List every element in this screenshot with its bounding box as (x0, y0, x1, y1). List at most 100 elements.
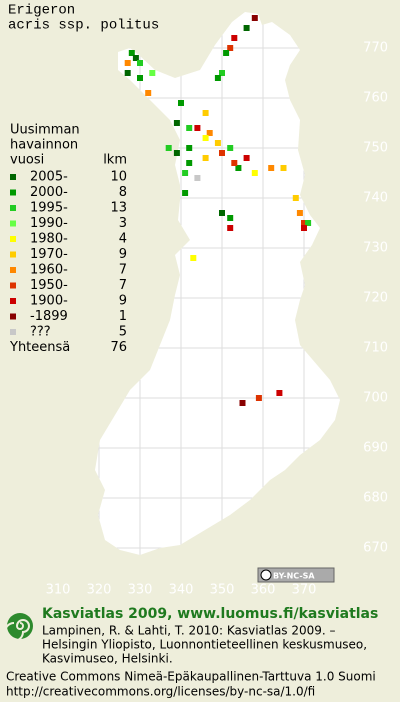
observation-square (178, 100, 184, 106)
legend-count: 5 (119, 325, 127, 340)
observation-square (173, 150, 180, 156)
y-label: 770 (363, 41, 388, 56)
y-label: 730 (363, 241, 388, 256)
observation-square (227, 45, 234, 51)
legend-swatch (10, 236, 16, 242)
observation-square (219, 150, 225, 156)
observation-square (301, 225, 307, 231)
legend-count: 10 (110, 170, 127, 185)
observation-square (251, 170, 258, 176)
total-label: Yhteensä (9, 340, 70, 355)
legend-count: 9 (119, 247, 127, 262)
observation-square (292, 195, 299, 201)
observation-square (235, 165, 242, 171)
y-label: 720 (363, 291, 388, 306)
observation-square (251, 15, 258, 21)
legend-heading: Uusimman (10, 123, 80, 138)
observation-square (165, 145, 172, 151)
citation: Helsingin Yliopisto, Luonnontieteellinen… (42, 638, 367, 652)
y-label: 710 (363, 341, 388, 356)
y-label: 700 (363, 391, 388, 406)
legend-swatch (10, 298, 16, 304)
legend-label: 1950- (30, 278, 68, 293)
cc-icon (260, 569, 272, 581)
observation-square (219, 210, 225, 216)
x-label: 370 (292, 583, 317, 598)
x-label: 320 (87, 583, 112, 598)
license-text: Creative Commons Nimeä-Epäkaupallinen-Ta… (6, 670, 376, 684)
legend-count-heading: lkm (103, 153, 127, 168)
legend-label: -1899 (30, 309, 68, 324)
y-label: 740 (363, 191, 388, 206)
y-label: 750 (363, 141, 388, 156)
site-title: Kasviatlas 2009, www.luomus.fi/kasviatla… (42, 606, 378, 622)
legend-label: 2000- (30, 185, 68, 200)
observation-square (202, 155, 209, 161)
observation-square (276, 390, 283, 396)
legend-label: 1900- (30, 294, 68, 309)
observation-square (128, 50, 135, 56)
y-label: 670 (363, 541, 388, 556)
legend-swatch (10, 329, 16, 335)
observation-square (182, 190, 189, 196)
license-url: http://creativecommons.org/licenses/by-n… (6, 685, 315, 699)
legend-count: 8 (119, 185, 127, 200)
x-label: 310 (46, 583, 71, 598)
legend-count: 1 (119, 309, 127, 324)
observation-square (227, 225, 234, 231)
legend-label: 1980- (30, 232, 68, 247)
legend-swatch (10, 267, 16, 273)
badge-box (257, 567, 335, 583)
observation-square (219, 70, 225, 76)
license-badge: BY-NC-SA (257, 567, 335, 583)
legend-count: 9 (119, 294, 127, 309)
y-label: 680 (363, 491, 388, 506)
x-label: 340 (169, 583, 194, 598)
logo-disc (7, 613, 33, 639)
observation-square (280, 165, 287, 171)
legend-count: 13 (110, 201, 127, 216)
observation-square (214, 75, 221, 81)
species-title: Erigeron (8, 3, 75, 19)
observation-square (132, 55, 139, 61)
observation-square (202, 110, 209, 116)
observation-square (194, 175, 201, 181)
observation-square (239, 400, 246, 406)
observation-square (124, 60, 131, 66)
legend-label: 1990- (30, 216, 68, 231)
legend-label: 1970- (30, 247, 68, 262)
logo-spiral (4, 619, 30, 642)
observation-square (190, 255, 197, 261)
legend-label: 1960- (30, 263, 68, 278)
observation-square (227, 215, 234, 221)
species-title: acris ssp. politus (8, 18, 159, 34)
observation-square (137, 60, 143, 66)
legend-swatch (10, 282, 16, 289)
observation-square (214, 140, 221, 146)
legend-swatch (10, 251, 16, 258)
observation-square (173, 120, 180, 126)
observation-square (268, 165, 275, 171)
observation-square (149, 70, 156, 76)
x-label: 350 (210, 583, 235, 598)
observation-square (305, 220, 312, 226)
legend-swatch (10, 313, 16, 320)
legend-label: 1995- (30, 201, 68, 216)
observation-square (227, 145, 234, 151)
badge-text: BY-NC-SA (273, 572, 315, 581)
observation-square (145, 90, 152, 96)
observation-square (186, 125, 193, 131)
legend-swatch (10, 189, 16, 196)
y-label: 690 (363, 441, 388, 456)
observation-square (206, 130, 213, 136)
observation-square (186, 145, 193, 151)
observation-square (124, 70, 131, 76)
observation-square (182, 170, 189, 176)
y-label: 760 (363, 91, 388, 106)
legend-swatch (10, 205, 16, 211)
observation-square (194, 125, 201, 131)
legend-swatch (10, 174, 16, 180)
observation-square (296, 210, 303, 216)
